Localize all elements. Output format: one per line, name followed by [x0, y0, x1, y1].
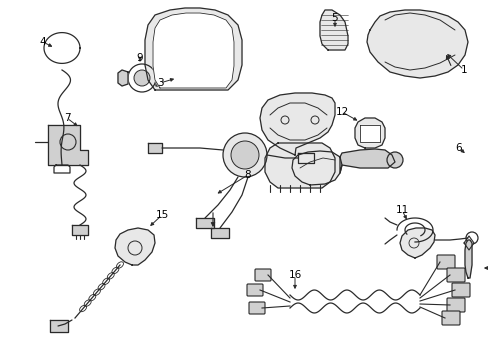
FancyBboxPatch shape [246, 284, 263, 296]
Polygon shape [50, 320, 68, 332]
Polygon shape [148, 143, 162, 153]
Text: 15: 15 [155, 210, 168, 220]
FancyBboxPatch shape [446, 298, 464, 312]
FancyBboxPatch shape [451, 283, 469, 297]
Circle shape [386, 152, 402, 168]
Polygon shape [196, 218, 214, 228]
Polygon shape [264, 143, 334, 188]
Text: 12: 12 [335, 107, 348, 117]
Circle shape [223, 133, 266, 177]
Polygon shape [399, 228, 434, 258]
Text: 8: 8 [244, 170, 251, 180]
Text: 16: 16 [288, 270, 301, 280]
Circle shape [134, 70, 150, 86]
Polygon shape [115, 228, 155, 265]
Text: 11: 11 [395, 205, 408, 215]
Polygon shape [319, 10, 347, 50]
Text: 5: 5 [331, 13, 338, 23]
Text: 3: 3 [156, 78, 163, 88]
Text: 6: 6 [455, 143, 461, 153]
Polygon shape [366, 10, 467, 78]
FancyBboxPatch shape [446, 268, 464, 282]
Polygon shape [291, 151, 341, 185]
FancyBboxPatch shape [248, 302, 264, 314]
Polygon shape [72, 225, 88, 235]
Polygon shape [297, 153, 313, 163]
Polygon shape [464, 240, 471, 278]
Polygon shape [156, 70, 178, 86]
Text: 9: 9 [137, 53, 143, 63]
Polygon shape [118, 70, 128, 86]
Text: 1: 1 [460, 65, 467, 75]
FancyBboxPatch shape [254, 269, 270, 281]
Text: 4: 4 [40, 37, 46, 47]
FancyBboxPatch shape [436, 255, 454, 269]
Polygon shape [210, 228, 228, 238]
Polygon shape [153, 13, 234, 88]
Polygon shape [354, 118, 384, 148]
FancyBboxPatch shape [441, 311, 459, 325]
Polygon shape [260, 93, 334, 155]
Circle shape [230, 141, 259, 169]
Polygon shape [48, 125, 88, 165]
Text: 7: 7 [63, 113, 70, 123]
Polygon shape [359, 125, 379, 142]
Polygon shape [339, 149, 394, 173]
Polygon shape [145, 8, 242, 90]
